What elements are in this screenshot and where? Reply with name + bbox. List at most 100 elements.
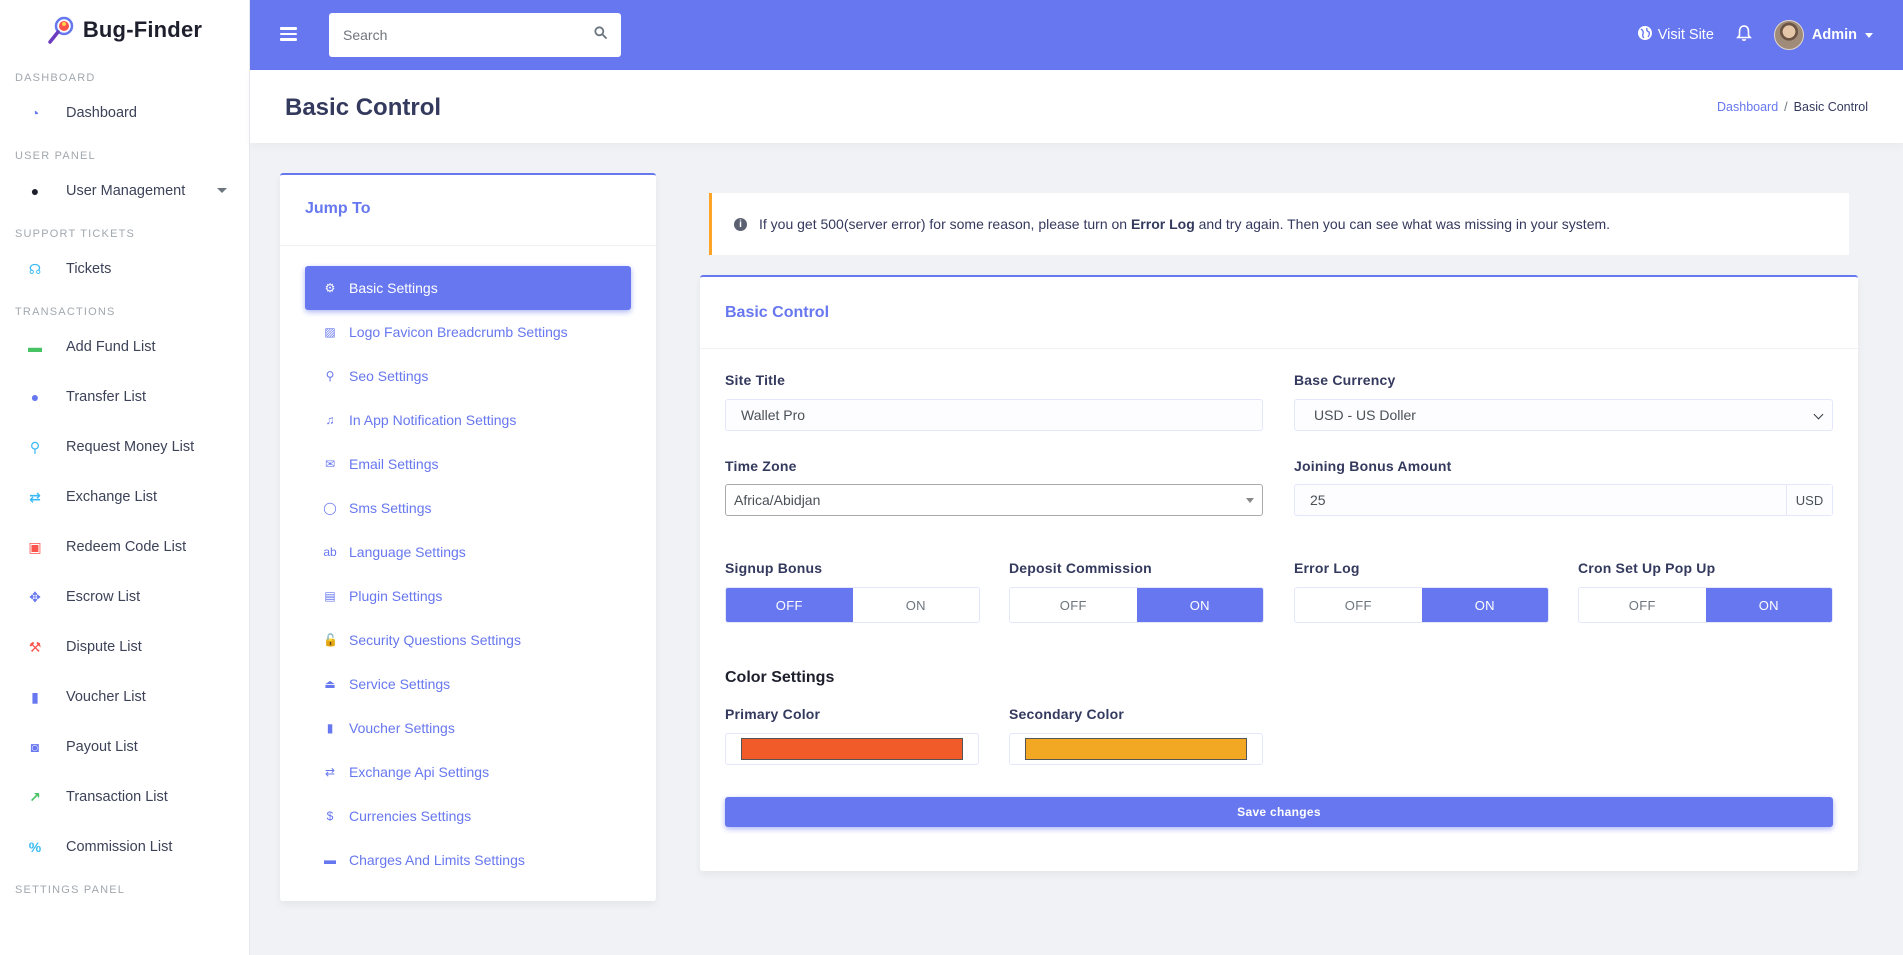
jump-item-label: Seo Settings [349,368,429,384]
search-box [329,13,621,57]
chart-line-icon: ↗ [29,788,41,805]
sidebar-item-voucher-list[interactable]: ▮ Voucher List [0,672,249,722]
page-title: Basic Control [285,94,442,121]
primary-color-label: Primary Color [725,706,821,722]
search-input[interactable] [343,27,594,43]
base-currency-select[interactable]: USD - US Doller [1294,399,1833,431]
user-name: Admin [1811,27,1857,43]
sidebar-item-label: Commission List [66,839,173,855]
chevron-down-icon [1865,32,1873,38]
file-invoice-icon: ▮ [31,688,39,705]
time-zone-label: Time Zone [725,458,797,474]
menu-header: Support Tickets [15,228,136,240]
concierge-bell-icon: ⏏ [324,677,336,691]
toggle-signup-bonus: OFF ON [725,587,980,623]
toggle-option-off[interactable]: OFF [1059,597,1087,613]
sidebar-item-dashboard[interactable]: ◔ Dashboard [0,88,249,138]
toggle-option-on[interactable]: ON [1421,588,1548,622]
alert-text: If you get 500(server error) for some re… [759,216,1610,232]
gauge-icon: ◔ [30,105,40,121]
joining-bonus-label: Joining Bonus Amount [1294,458,1452,474]
jump-item-service-settings[interactable]: ⏏ Service Settings [305,662,631,706]
jump-item-exchange-api-settings[interactable]: ⇄ Exchange Api Settings [305,750,631,794]
sidebar-item-request-money-list[interactable]: ⚲ Request Money List [0,422,249,472]
jump-item-logo-favicon-breadcrumb-settings[interactable]: ▨ Logo Favicon Breadcrumb Settings [305,310,631,354]
toggle-option-off[interactable]: OFF [1628,597,1656,613]
jump-item-sms-settings[interactable]: ◯ Sms Settings [305,486,631,530]
exchange-icon: ⇄ [29,488,41,505]
user-dropdown[interactable]: Admin [1773,20,1873,50]
file-invoice-icon: ▮ [326,721,334,735]
toggle-option-on[interactable]: ON [1136,588,1263,622]
menu-header: Transactions [15,306,116,318]
jump-item-label: Voucher Settings [349,720,455,736]
toggle-option-on[interactable]: ON [905,597,926,613]
sidebar-item-transfer-list[interactable]: ● Transfer List [0,372,249,422]
jump-item-voucher-settings[interactable]: ▮ Voucher Settings [305,706,631,750]
time-zone-value: Africa/Abidjan [734,492,821,508]
basic-control-card-title: Basic Control [700,277,1858,349]
jump-item-seo-settings[interactable]: ⚲ Seo Settings [305,354,631,398]
bell-icon[interactable] [1735,24,1752,46]
jump-item-currencies-settings[interactable]: $ Currencies Settings [305,794,631,838]
sidebar-item-user-management[interactable]: ● User Management [0,166,249,216]
jump-item-label: In App Notification Settings [349,412,517,428]
sidebar-item-escrow-list[interactable]: ✥ Escrow List [0,572,249,622]
user-friends-icon: ● [30,389,40,405]
toggle-option-on[interactable]: ON [1705,588,1832,622]
site-title-label: Site Title [725,372,786,388]
navbar-right: Visit Site Admin [1637,0,1873,70]
jump-item-security-questions-settings[interactable]: 🔓 Security Questions Settings [305,618,631,662]
jump-item-label: Basic Settings [349,280,438,296]
jump-item-in-app-notification-settings[interactable]: ♫ In App Notification Settings [305,398,631,442]
secondary-color-picker[interactable] [1009,733,1263,765]
site-title-input[interactable]: Wallet Pro [725,399,1263,431]
jump-item-label: Plugin Settings [349,588,443,604]
envelope-icon: ✉ [324,457,336,471]
chevron-down-icon [1813,409,1824,420]
caret-down-icon [217,188,227,193]
jump-item-charges-and-limits-settings[interactable]: ▬ Charges And Limits Settings [305,838,631,882]
time-zone-select[interactable]: Africa/Abidjan [725,484,1263,516]
jump-item-email-settings[interactable]: ✉ Email Settings [305,442,631,486]
sidebar-item-exchange-list[interactable]: ⇄ Exchange List [0,472,249,522]
jump-item-label: Exchange Api Settings [349,764,490,780]
basic-control-card: Basic Control Site Title Wallet Pro Base… [700,275,1858,871]
toggle-option-off[interactable]: OFF [726,588,853,622]
brand[interactable]: Bug-Finder [0,0,249,60]
jump-item-label: Currencies Settings [349,808,472,824]
sidebar-item-transaction-list[interactable]: ↗ Transaction List [0,772,249,822]
avatar [1773,20,1804,50]
menu-toggle-icon[interactable] [280,27,297,41]
sidebar-item-label: Redeem Code List [66,539,187,555]
sidebar-item-label: User Management [66,183,186,199]
money-bill-icon: ▬ [324,853,336,867]
save-changes-button[interactable]: Save changes [725,797,1833,827]
sidebar-item-redeem-code-list[interactable]: ▣ Redeem Code List [0,522,249,572]
joining-bonus-value: 25 [1310,492,1326,508]
breadcrumb-dashboard-link[interactable]: Dashboard [1717,100,1779,114]
sidebar-item-label: Exchange List [66,489,158,505]
toggle-error-log: OFF ON [1294,587,1549,623]
sidebar-item-label: Dispute List [66,639,142,655]
secondary-color-swatch [1025,738,1247,760]
toggle-option-off[interactable]: OFF [1344,597,1372,613]
joining-bonus-input[interactable]: 25 USD [1294,484,1833,516]
menu-header: Dashboard [15,72,96,84]
sidebar-item-commission-list[interactable]: % Commission List [0,822,249,872]
jump-item-plugin-settings[interactable]: ▤ Plugin Settings [305,574,631,618]
visit-site-link[interactable]: Visit Site [1637,25,1714,45]
jump-item-language-settings[interactable]: ab Language Settings [305,530,631,574]
alert-text-before: If you get 500(server error) for some re… [759,216,1131,232]
primary-color-picker[interactable] [725,733,979,765]
sidebar-item-payout-list[interactable]: ◙ Payout List [0,722,249,772]
sidebar-item-label: Payout List [66,739,138,755]
menu-header: Settings Panel [15,884,126,896]
sidebar-item-label: Transaction List [66,789,168,805]
jump-item-basic-settings[interactable]: ⚙ Basic Settings [305,266,631,310]
sidebar-item-dispute-list[interactable]: ⚒ Dispute List [0,622,249,672]
sidebar-item-add-fund-list[interactable]: ▬ Add Fund List [0,322,249,372]
sidebar-item-tickets[interactable]: ☊ Tickets [0,244,249,294]
jump-to-title: Jump To [280,175,656,246]
search-icon[interactable] [594,26,607,44]
